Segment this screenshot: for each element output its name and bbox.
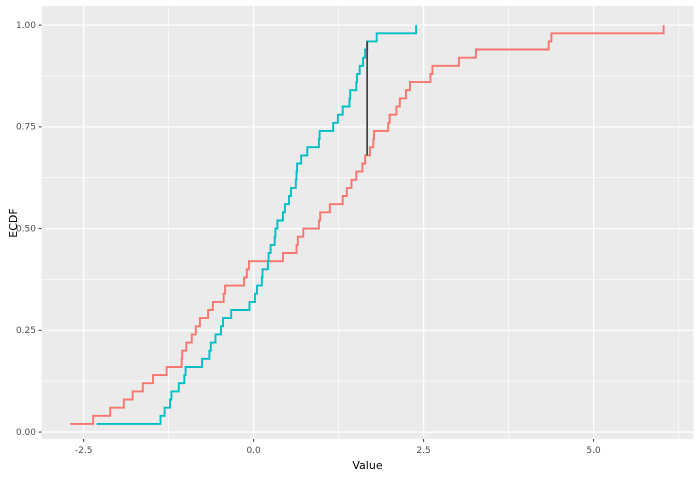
ecdf-line-sample-red	[70, 25, 665, 425]
ecdf-curves	[70, 25, 665, 425]
x-axis-title: Value	[352, 459, 382, 472]
x-tick-label: 5.0	[586, 446, 601, 456]
x-tick-label: -2.5	[75, 446, 93, 456]
y-tick-label: 1.00	[16, 21, 36, 31]
ecdf-line-sample-cyan	[96, 25, 418, 425]
y-tick-label: 0.50	[16, 224, 36, 234]
y-tick-label: 0.25	[16, 326, 36, 336]
y-axis-title: ECDF	[7, 208, 20, 237]
y-tick-label: 0.00	[16, 428, 36, 438]
grid-major	[41, 6, 694, 439]
x-tick-label: 2.5	[416, 446, 430, 456]
y-tick-label: 0.75	[16, 123, 36, 133]
axes: -2.5 0.0 2.5 5.0 0.00 0.25 0.50 0.75 1.00	[16, 21, 601, 456]
grid-minor	[41, 6, 694, 439]
x-tick-label: 0.0	[246, 446, 261, 456]
